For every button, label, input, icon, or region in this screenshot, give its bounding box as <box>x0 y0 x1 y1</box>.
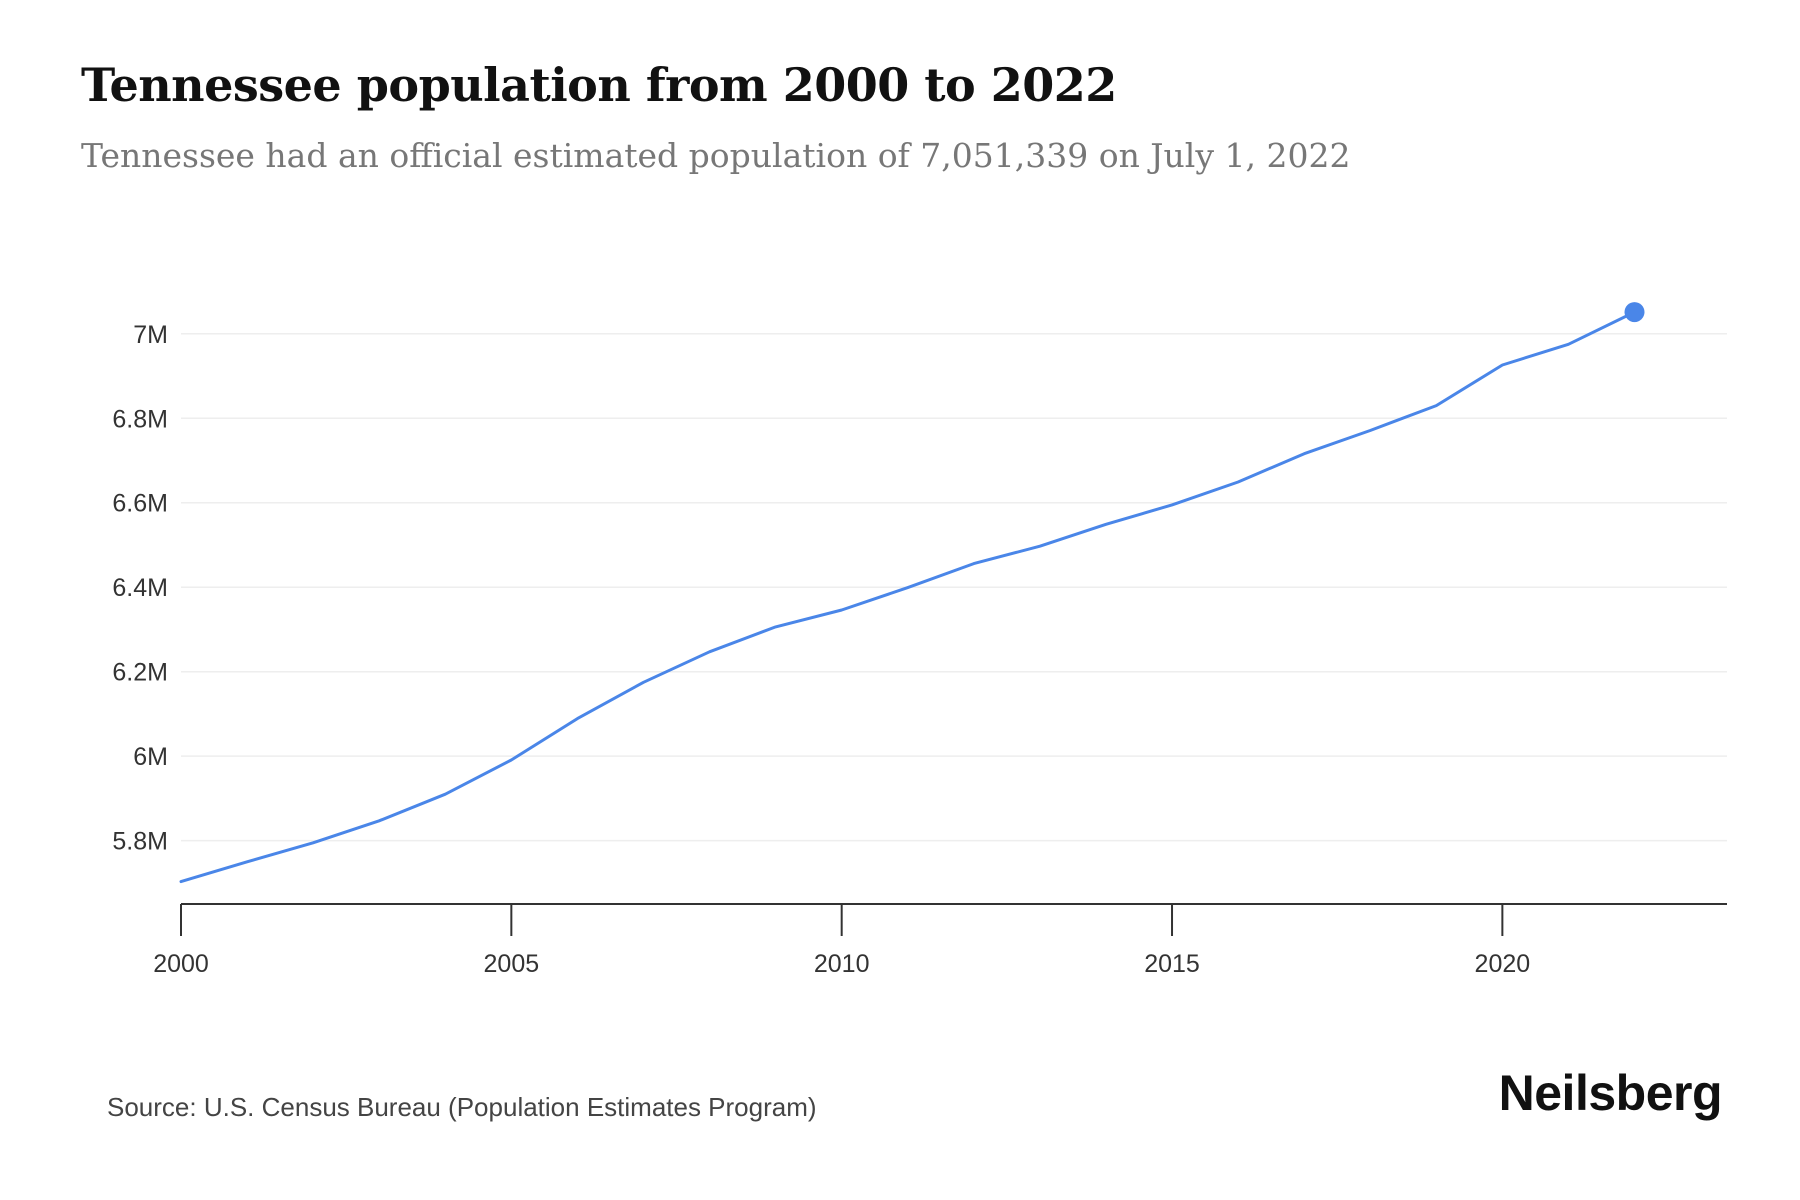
x-tick-label: 2000 <box>153 950 209 978</box>
population-series-line <box>179 310 1636 884</box>
chart-subtitle: Tennessee had an official estimated popu… <box>81 136 1351 175</box>
brand-logo: Neilsberg <box>1498 1065 1723 1121</box>
source-note: Source: U.S. Census Bureau (Population E… <box>107 1092 817 1122</box>
series-layer <box>179 302 1645 884</box>
y-tick-label: 5.8M <box>112 828 168 856</box>
y-axis-labels: 5.8M 6M 6.2M 6.4M 6.6M 6.8M 7M <box>112 321 168 856</box>
chart-title: Tennessee population from 2000 to 2022 <box>81 58 1117 112</box>
y-tick-label: 6M <box>133 743 168 771</box>
y-tick-label: 6.8M <box>112 405 168 433</box>
x-tick-label: 2015 <box>1144 950 1200 978</box>
y-tick-label: 7M <box>133 321 168 349</box>
x-tick-label: 2010 <box>814 950 870 978</box>
latest-data-point <box>1624 302 1645 323</box>
x-axis: 2000 2005 2010 2015 2020 <box>153 903 1727 978</box>
y-tick-label: 6.4M <box>112 574 168 602</box>
x-tick-label: 2005 <box>484 950 540 978</box>
y-tick-label: 6.2M <box>112 659 168 687</box>
grid-lines <box>181 333 1727 842</box>
x-tick-label: 2020 <box>1475 950 1531 978</box>
y-tick-label: 6.6M <box>112 490 168 518</box>
